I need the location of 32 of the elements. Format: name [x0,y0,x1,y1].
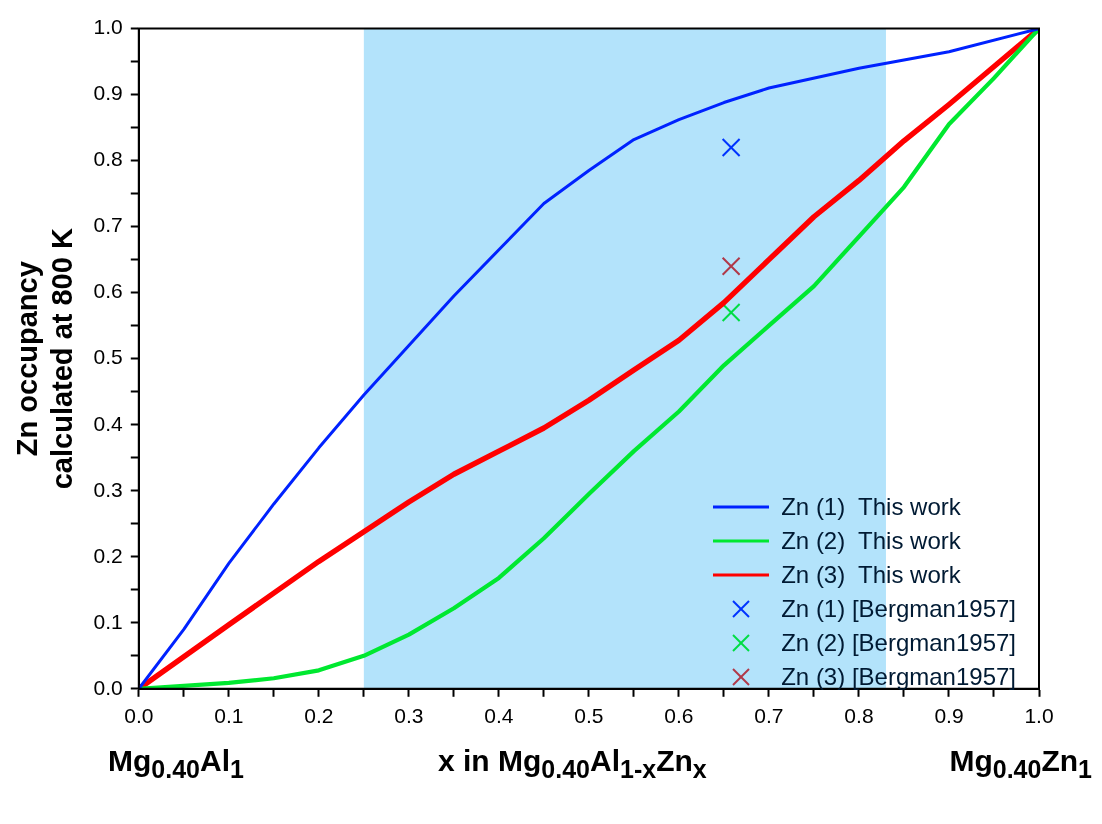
y-tick-label: 0.5 [93,345,123,369]
x-tick-label: 0.6 [664,704,694,728]
y-tick-label: 0.8 [93,147,123,171]
x-tick-label: 0.3 [394,704,424,728]
y-tick-label: 0.3 [93,477,123,501]
legend-label: Zn (1) [Bergman1957] [781,595,1016,623]
legend-label: Zn (3) [Bergman1957] [781,663,1016,691]
x-tick-label: 0.0 [124,704,154,728]
text: Mg$_{0.40}$Al$_{1}$ [108,744,244,784]
text: Mg$_{0.40}$Zn$_{1}$ [949,744,1092,784]
y-axis-title: Zn occupancy calculated at 800 K [11,228,79,490]
y-tick-label: 0.7 [93,213,123,237]
x-axis-title: x in Mg$_{0.40}$Al$_{1-x}$Zn$_{x}$ [438,744,707,784]
x-tick-label: 0.1 [214,704,244,728]
y-tick-label: 1.0 [93,15,123,39]
y-tick-label: 0.1 [93,609,123,633]
x-tick-label: 0.8 [844,704,874,728]
x-tick-label: 0.2 [304,704,334,728]
x-tick-label: 0.5 [574,704,604,728]
x-tick-label: 0.4 [484,704,514,728]
y-tick-label: 0.6 [93,279,123,303]
legend-label: Zn (3) This work [781,561,961,589]
legend-label: Zn (1) This work [781,493,961,521]
legend-label: Zn (2) This work [781,527,961,555]
x-tick-label: 1.0 [1024,704,1054,728]
y-tick-label: 0.9 [93,81,123,105]
x-tick-label: 0.7 [754,704,784,728]
x-tick-label: 0.9 [934,704,964,728]
y-tick-label: 0.0 [93,675,123,699]
y-tick-label: 0.4 [93,411,124,435]
legend-label: Zn (2) [Bergman1957] [781,629,1016,657]
y-tick-label: 0.2 [93,543,123,567]
